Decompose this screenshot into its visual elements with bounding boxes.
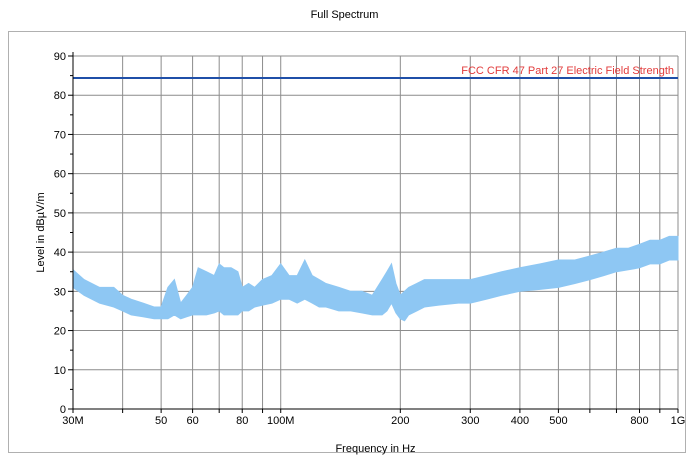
x-tick-label: 50 [155,415,167,427]
trace-layer [72,235,679,322]
x-tick-label: 400 [511,415,529,427]
chart-title: Full Spectrum [310,9,379,21]
x-tick-label: 30M [62,415,83,427]
x-tick-label: 80 [236,415,248,427]
limit-line-label: FCC CFR 47 Part 27 Electric Field Streng… [461,65,674,77]
y-tick-label: 30 [54,286,66,298]
chart-frame [8,31,686,453]
y-tick-label: 20 [54,326,66,338]
x-tick-label: 200 [391,415,409,427]
grid [72,55,679,410]
x-tick-label: 100M [267,415,295,427]
x-axis-label: Frequency in Hz [335,443,415,455]
spectrum-trace [72,235,679,322]
x-tick-label: 300 [461,415,479,427]
y-tick-label: 60 [54,169,66,181]
y-tick-label: 80 [54,90,66,102]
y-tick-label: 70 [54,129,66,141]
y-axis-label: Level in dBµV/m [35,192,47,272]
y-tick-label: 50 [54,208,66,220]
x-tick-label: 1G [671,415,686,427]
y-tick-label: 10 [54,365,66,377]
x-tick-label: 500 [549,415,567,427]
y-tick-label: 0 [60,404,66,416]
x-tick-label: 60 [186,415,198,427]
y-tick-label: 90 [54,51,66,63]
x-tick-label: 800 [630,415,648,427]
axes [68,52,679,413]
y-tick-label: 40 [54,247,66,259]
limit-layer: FCC CFR 47 Part 27 Electric Field Streng… [73,65,678,79]
tick-labels: 0 10 20 30 40 50 60 70 80 90 30M 50 60 80 100M 200 300 40… [54,51,686,427]
